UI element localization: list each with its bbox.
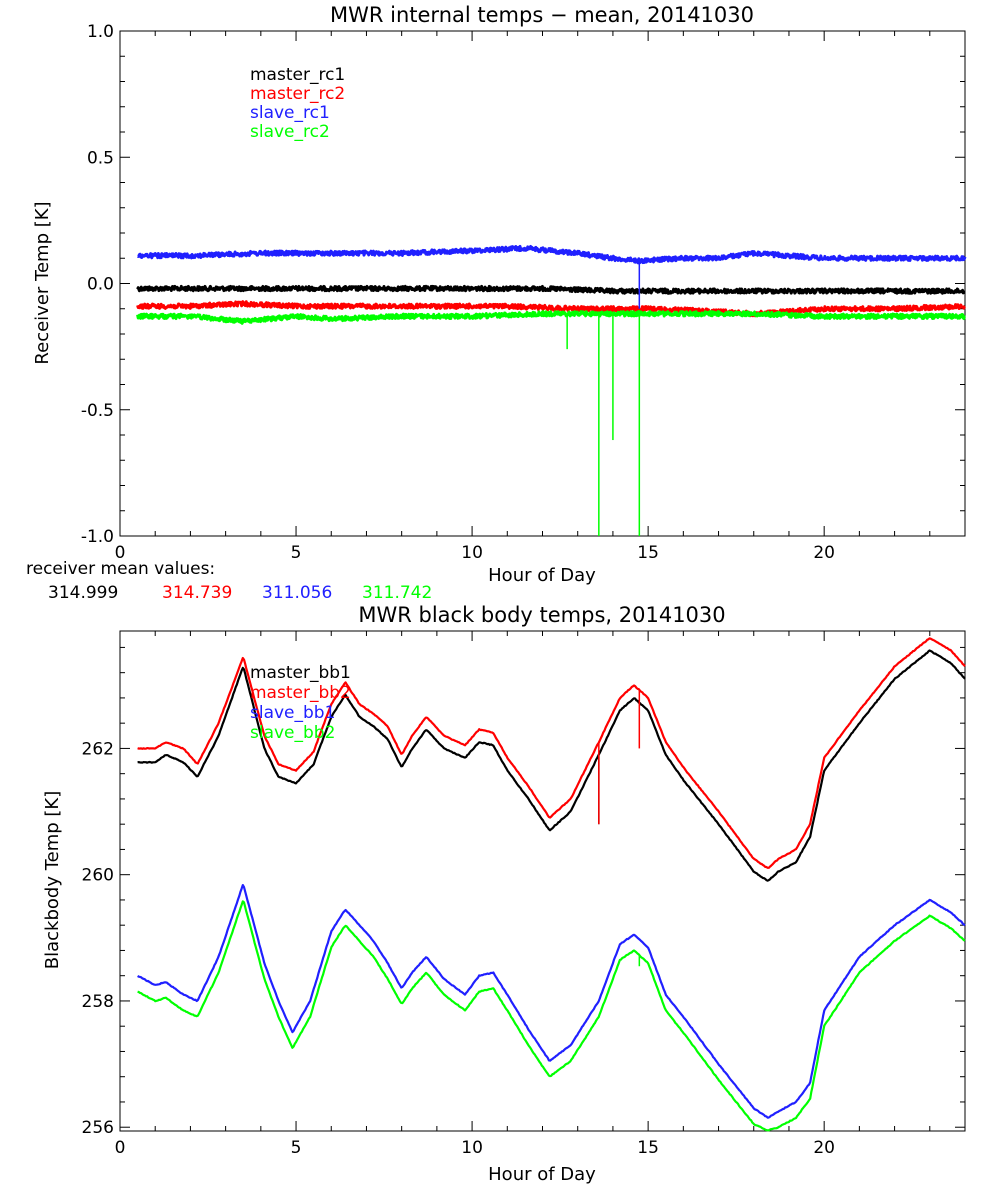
legend-slave-rc2: slave_rc2 bbox=[250, 122, 330, 142]
chart-receiver-temps: MWR internal temps − mean, 20141030 1.0 0… bbox=[26, 3, 967, 603]
y-tick-label: -1.0 bbox=[81, 527, 114, 547]
y-axis-label: Blackbody Temp [K] bbox=[42, 791, 63, 969]
series-line-master-bb1 bbox=[137, 649, 966, 882]
y-tick-label: 260 bbox=[82, 866, 114, 886]
y-tick-label: 0.0 bbox=[87, 275, 114, 295]
x-tick-label: 15 bbox=[637, 543, 659, 563]
series-layer bbox=[136, 244, 967, 536]
x-tick-label: 5 bbox=[291, 1138, 302, 1158]
legend: master_bb1 master_bb2 slave_bb1 slave_bb… bbox=[250, 663, 351, 743]
mean-value-slave-rc2: 311.742 bbox=[362, 583, 432, 603]
legend-slave-bb1: slave_bb1 bbox=[250, 703, 335, 723]
chart-title: MWR black body temps, 20141030 bbox=[358, 603, 725, 627]
y-tick-label: 0.5 bbox=[87, 148, 114, 168]
x-tick-label: 10 bbox=[461, 1138, 483, 1158]
x-axis-label: Hour of Day bbox=[488, 1164, 596, 1185]
y-tick-label: -0.5 bbox=[81, 401, 114, 421]
mean-values-block: receiver mean values: 314.999 314.739 31… bbox=[26, 559, 432, 603]
x-tick-label: 10 bbox=[461, 543, 483, 563]
legend-master-bb2: master_bb2 bbox=[250, 683, 351, 703]
axis-ticks bbox=[119, 631, 966, 1131]
mean-value-master-rc1: 314.999 bbox=[48, 583, 118, 603]
x-tick-label: 5 bbox=[291, 543, 302, 563]
y-tick-labels: 256 258 260 262 bbox=[82, 739, 114, 1138]
legend-master-rc2: master_rc2 bbox=[250, 84, 345, 104]
legend-master-rc1: master_rc1 bbox=[250, 65, 345, 85]
x-tick-label: 0 bbox=[115, 543, 126, 563]
y-tick-label: 1.0 bbox=[87, 22, 114, 42]
legend-master-bb1: master_bb1 bbox=[250, 663, 351, 683]
x-tick-label: 20 bbox=[813, 1138, 835, 1158]
x-tick-label: 20 bbox=[813, 543, 835, 563]
y-tick-label: 256 bbox=[82, 1118, 114, 1138]
chart-title: MWR internal temps − mean, 20141030 bbox=[330, 3, 754, 27]
plot-frame bbox=[119, 630, 966, 1132]
y-axis-label: Receiver Temp [K] bbox=[32, 201, 53, 364]
chart-blackbody-temps: MWR black body temps, 20141030 256 258 260… bbox=[42, 603, 966, 1185]
x-axis-label: Hour of Day bbox=[488, 565, 596, 586]
legend-slave-rc1: slave_rc1 bbox=[250, 103, 330, 123]
series-line-master-bb2 bbox=[137, 637, 966, 869]
plot-frame bbox=[119, 30, 966, 537]
x-tick-label: 15 bbox=[637, 1138, 659, 1158]
series-line-slave-rc1 bbox=[136, 244, 967, 265]
mean-values-label: receiver mean values: bbox=[26, 559, 215, 579]
series-line-slave-bb2 bbox=[137, 900, 966, 1132]
y-tick-label: 262 bbox=[82, 739, 114, 759]
mean-value-slave-rc1: 311.056 bbox=[262, 583, 332, 603]
series-line-slave-bb1 bbox=[137, 883, 966, 1119]
x-tick-labels: 0 5 10 15 20 bbox=[115, 543, 835, 563]
series-line-master-rc1 bbox=[136, 284, 966, 295]
mean-value-master-rc2: 314.739 bbox=[162, 583, 232, 603]
y-tick-labels: 1.0 0.5 0.0 -0.5 -1.0 bbox=[81, 22, 114, 547]
y-tick-label: 258 bbox=[82, 992, 114, 1012]
axis-ticks bbox=[119, 30, 966, 537]
x-tick-labels: 0 5 10 15 20 bbox=[115, 1138, 835, 1158]
x-tick-label: 0 bbox=[115, 1138, 126, 1158]
series-line-master-rc2 bbox=[136, 300, 966, 318]
series-line-slave-rc2 bbox=[136, 310, 966, 325]
legend: master_rc1 master_rc2 slave_rc1 slave_rc… bbox=[250, 65, 345, 142]
legend-slave-bb2: slave_bb2 bbox=[250, 723, 335, 743]
series-layer bbox=[137, 637, 966, 1132]
